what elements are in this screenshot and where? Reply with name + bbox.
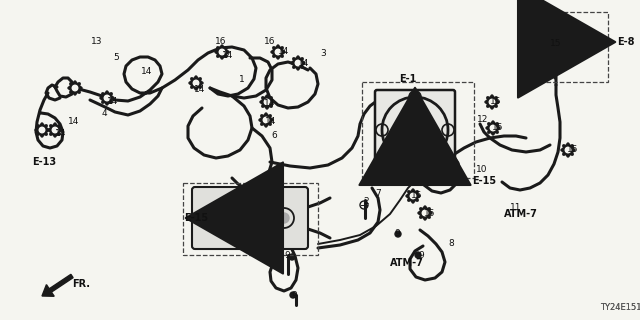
Polygon shape xyxy=(566,20,578,30)
Text: 14: 14 xyxy=(265,116,276,125)
Text: 15: 15 xyxy=(492,123,504,132)
Text: E-15: E-15 xyxy=(472,176,496,186)
FancyBboxPatch shape xyxy=(192,187,308,249)
Polygon shape xyxy=(561,143,575,157)
Text: 13: 13 xyxy=(91,37,102,46)
Text: 16: 16 xyxy=(264,37,275,46)
Polygon shape xyxy=(189,76,203,90)
FancyBboxPatch shape xyxy=(375,90,455,170)
Text: 15: 15 xyxy=(550,39,561,49)
Text: 2: 2 xyxy=(363,196,369,205)
Circle shape xyxy=(257,213,267,223)
Polygon shape xyxy=(48,123,62,137)
Circle shape xyxy=(72,85,77,91)
Circle shape xyxy=(295,60,301,66)
Text: 3: 3 xyxy=(320,50,326,59)
Polygon shape xyxy=(215,45,229,59)
Text: 14: 14 xyxy=(194,84,205,93)
Circle shape xyxy=(490,125,496,131)
Circle shape xyxy=(39,127,45,133)
Text: 8: 8 xyxy=(448,239,454,249)
Text: 14: 14 xyxy=(298,59,309,68)
Polygon shape xyxy=(544,37,558,51)
Circle shape xyxy=(290,292,296,298)
Circle shape xyxy=(553,23,557,27)
Text: 7: 7 xyxy=(375,188,381,197)
Text: 14: 14 xyxy=(141,68,152,76)
Text: 9: 9 xyxy=(291,292,297,300)
Circle shape xyxy=(548,41,554,47)
FancyArrow shape xyxy=(42,274,73,296)
Bar xyxy=(530,12,608,82)
Polygon shape xyxy=(485,95,499,109)
Circle shape xyxy=(220,49,225,55)
Bar xyxy=(183,183,318,255)
Text: 15: 15 xyxy=(567,146,579,155)
Text: 16: 16 xyxy=(215,37,227,46)
Circle shape xyxy=(52,127,58,133)
Circle shape xyxy=(275,49,281,55)
Text: 14: 14 xyxy=(55,130,67,139)
Text: 14: 14 xyxy=(68,116,79,125)
Circle shape xyxy=(565,147,571,153)
Text: 14: 14 xyxy=(278,47,289,57)
Text: FR.: FR. xyxy=(72,279,90,289)
Text: 6: 6 xyxy=(271,132,276,140)
Text: 15: 15 xyxy=(411,191,422,201)
Circle shape xyxy=(289,254,295,260)
Text: 15: 15 xyxy=(424,209,435,218)
Text: ATM-7: ATM-7 xyxy=(390,258,424,268)
Text: E-1: E-1 xyxy=(399,74,417,84)
Text: 14: 14 xyxy=(264,100,275,108)
Polygon shape xyxy=(68,81,82,95)
Circle shape xyxy=(415,252,421,258)
Circle shape xyxy=(104,95,109,101)
Circle shape xyxy=(410,193,416,199)
Circle shape xyxy=(570,23,574,27)
Circle shape xyxy=(422,210,428,216)
Text: 4: 4 xyxy=(102,108,108,117)
Circle shape xyxy=(193,80,199,86)
Bar xyxy=(362,82,474,178)
Polygon shape xyxy=(259,113,273,127)
Text: 11: 11 xyxy=(510,203,522,212)
Circle shape xyxy=(279,213,289,223)
Polygon shape xyxy=(291,56,305,70)
Circle shape xyxy=(263,117,269,123)
Circle shape xyxy=(264,99,269,105)
Text: 9: 9 xyxy=(394,229,400,238)
Text: 10: 10 xyxy=(476,165,488,174)
Polygon shape xyxy=(35,123,49,137)
Polygon shape xyxy=(100,91,114,105)
Text: 14: 14 xyxy=(107,97,118,106)
Text: TY24E1510: TY24E1510 xyxy=(600,303,640,313)
Text: E-15: E-15 xyxy=(184,213,208,223)
Text: 9: 9 xyxy=(418,252,424,260)
Circle shape xyxy=(235,213,245,223)
Text: 14: 14 xyxy=(222,52,234,60)
Polygon shape xyxy=(406,189,420,203)
Text: 9: 9 xyxy=(284,252,290,260)
Text: 1: 1 xyxy=(239,75,244,84)
Text: 12: 12 xyxy=(477,115,488,124)
Text: TY24E1510: TY24E1510 xyxy=(600,303,640,313)
Text: E-13: E-13 xyxy=(32,157,56,167)
Circle shape xyxy=(213,213,223,223)
Polygon shape xyxy=(486,121,500,135)
Circle shape xyxy=(395,231,401,237)
Polygon shape xyxy=(418,206,432,220)
Polygon shape xyxy=(549,20,561,30)
Text: E-8: E-8 xyxy=(617,37,634,47)
Text: ATM-7: ATM-7 xyxy=(504,209,538,219)
Text: 5: 5 xyxy=(113,52,119,61)
Polygon shape xyxy=(260,95,274,109)
Text: 15: 15 xyxy=(490,98,502,107)
Circle shape xyxy=(489,99,495,105)
Polygon shape xyxy=(271,45,285,59)
